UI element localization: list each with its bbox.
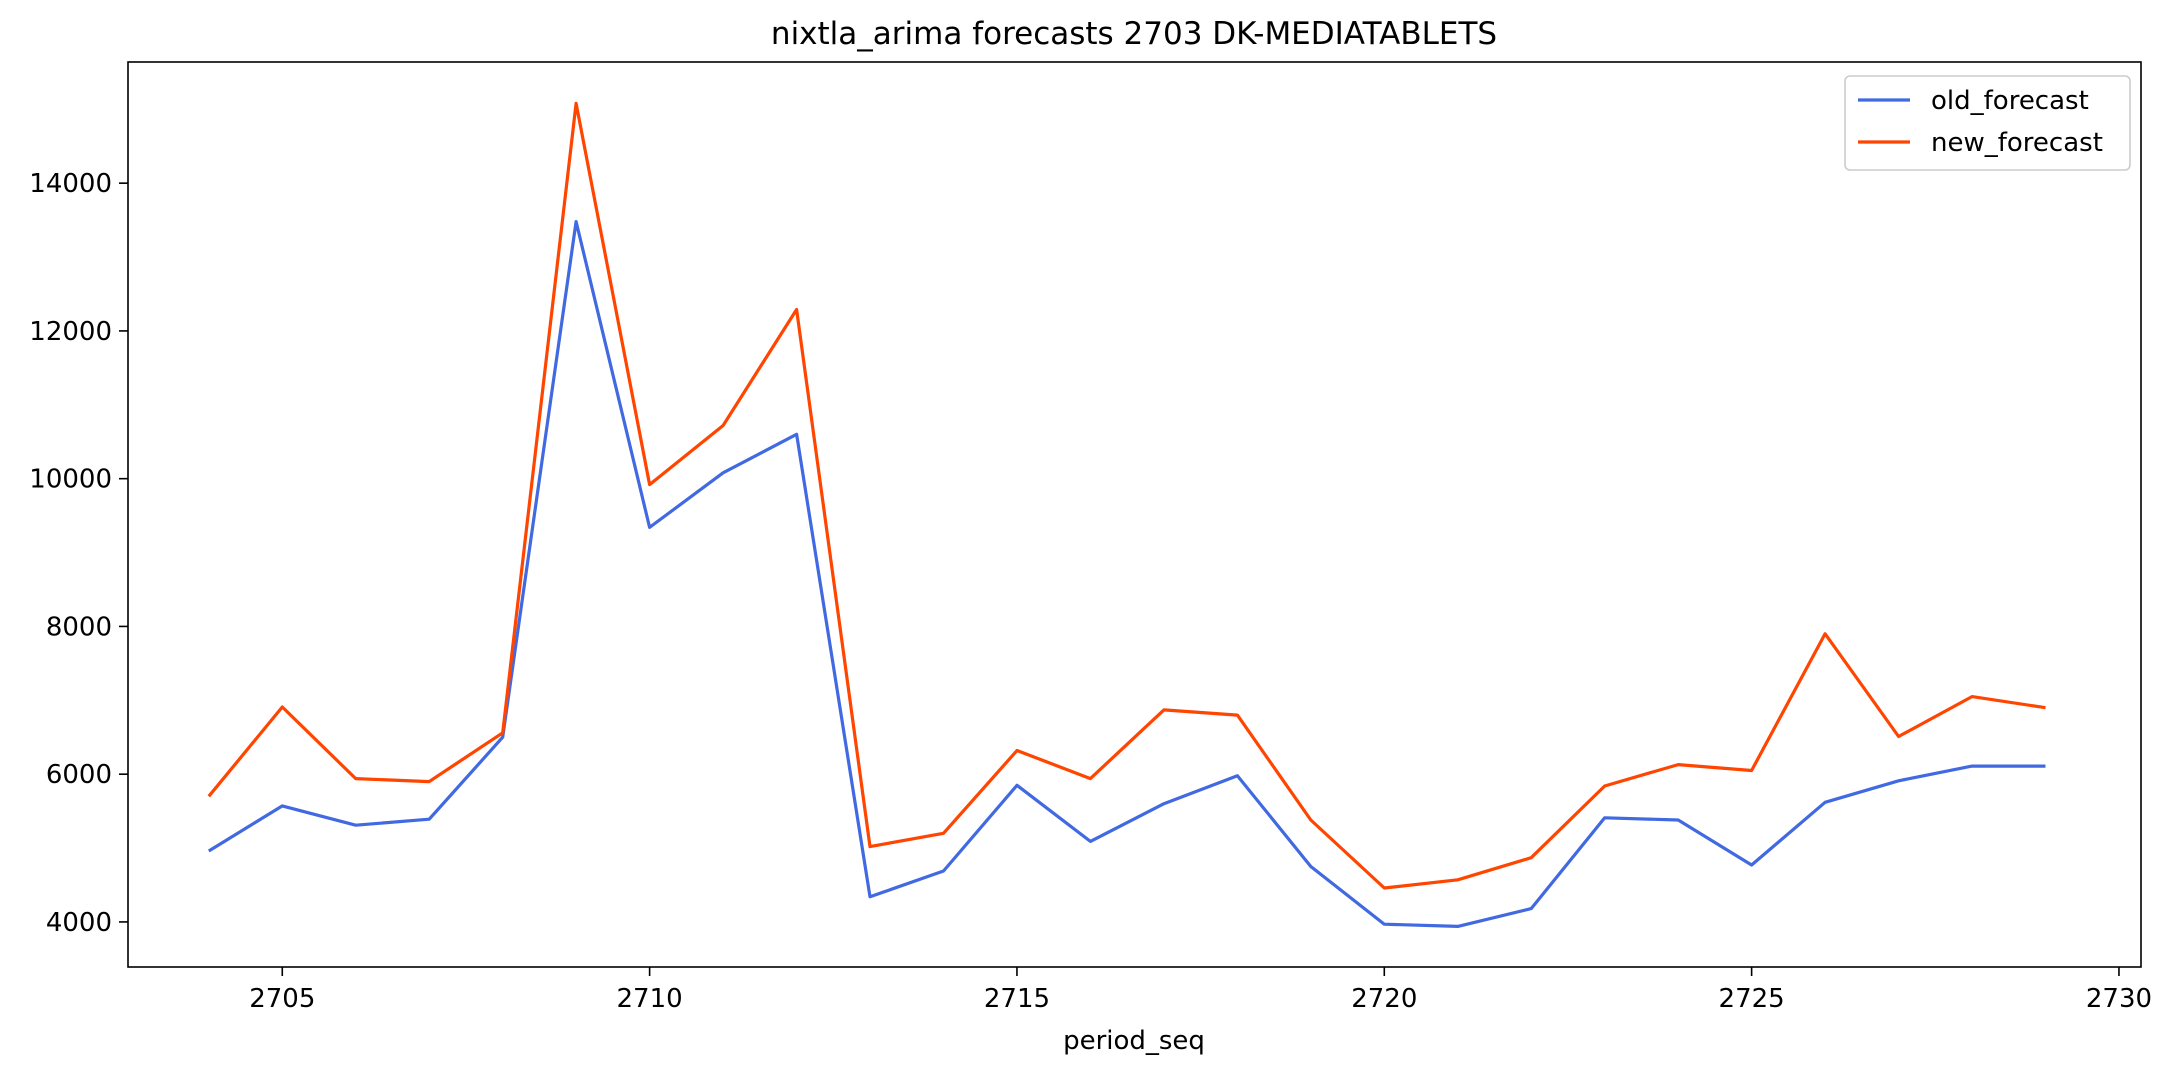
- x-axis-label: period_seq: [1063, 1026, 1205, 1056]
- plot-area: [207, 101, 2046, 929]
- series-line-old_forecast: [207, 220, 2046, 929]
- x-tick-label: 2725: [1719, 984, 1785, 1014]
- y-tick-label: 6000: [46, 760, 112, 790]
- axes-frame: [127, 61, 2142, 968]
- x-tick-label: 2705: [249, 984, 315, 1014]
- x-tick-label: 2710: [617, 984, 683, 1014]
- axes: 2705 2710 2715 2720 2725 2730 4000 6000 8000 1000…: [29, 61, 2152, 1014]
- chart-title: nixtla_arima forecasts 2703 DK-MEDIATABL…: [771, 16, 1497, 52]
- legend-box: [1844, 75, 2131, 171]
- y-tick-label: 4000: [46, 908, 112, 938]
- legend-label-old_forecast: old_forecast: [1931, 86, 2089, 116]
- y-tick-label: 8000: [46, 612, 112, 642]
- y-tick-label: 10000: [29, 465, 112, 495]
- series-line-new_forecast: [207, 101, 2046, 890]
- x-tick-label: 2720: [1351, 984, 1417, 1014]
- y-tick-label: 14000: [29, 169, 112, 199]
- x-tick-label: 2715: [984, 984, 1050, 1014]
- y-tick-label: 12000: [29, 317, 112, 347]
- legend-label-new_forecast: new_forecast: [1931, 128, 2103, 158]
- x-tick-label: 2730: [2086, 984, 2152, 1014]
- legend: old_forecast new_forecast: [1844, 75, 2131, 171]
